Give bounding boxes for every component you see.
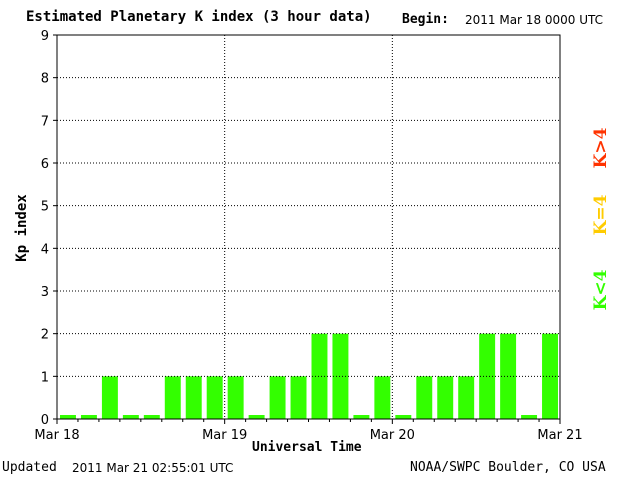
credit-text: NOAA/SWPC Boulder, CO USA [410,460,606,475]
updated-label: Updated [2,460,57,475]
x-tick-label: Mar 18 [34,428,79,443]
bar [311,333,328,419]
bar [269,376,286,419]
y-tick-label: 3 [41,285,49,300]
bar [122,415,139,419]
bar [80,415,97,419]
y-ticks: 0 1 2 3 4 5 6 7 8 9 [41,29,57,428]
updated-value: 2011 Mar 21 02:55:01 UTC [72,461,234,475]
bar [500,333,517,419]
y-tick-label: 4 [41,242,49,257]
y-tick-label: 7 [41,114,49,129]
y-tick-label: 1 [41,370,49,385]
bar [458,376,475,419]
y-tick-label: 0 [41,413,49,428]
legend-k-greater-4: K>4 [591,127,611,169]
grid-layer [57,35,560,419]
y-tick-label: 5 [41,200,49,215]
bar [521,415,538,419]
bar [437,376,454,419]
begin-value: 2011 Mar 18 0000 UTC [465,13,604,27]
bars-layer [60,333,558,419]
bar [143,415,160,419]
bar [353,415,370,419]
x-tick-label: Mar 20 [370,428,415,443]
bar [479,333,496,419]
bar [227,376,244,419]
bar [101,376,118,419]
bar [164,376,181,419]
bar [374,376,391,419]
begin-label: Begin: [402,12,449,27]
bar [60,415,76,419]
bar [248,415,265,419]
chart-title: Estimated Planetary K index (3 hour data… [26,9,372,25]
x-tick-label: Mar 21 [537,428,582,443]
bar [395,415,412,419]
legend-k-less-4: K<4 [591,269,611,311]
x-ticks: Mar 18 Mar 19 Mar 20 Mar 21 [34,419,583,443]
bar [332,333,349,419]
y-tick-label: 6 [41,157,49,172]
y-tick-label: 2 [41,328,49,343]
bar [185,376,202,419]
y-tick-label: 8 [41,72,49,87]
y-tick-label: 9 [41,29,49,44]
bar [542,333,558,419]
bar [206,376,223,419]
y-axis-label: Kp index [14,194,30,262]
x-axis-label: Universal Time [252,440,362,455]
legend-k-equal-4: K=4 [591,194,611,236]
bar [416,376,433,419]
x-tick-label: Mar 19 [202,428,247,443]
bar [290,376,307,419]
